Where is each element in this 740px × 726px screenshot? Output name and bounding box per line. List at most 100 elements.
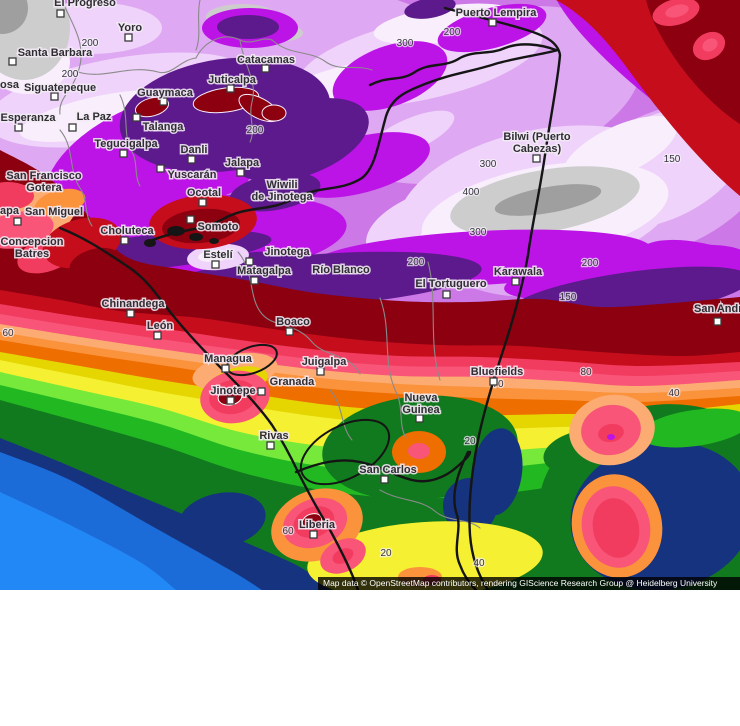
city-marker (56, 9, 65, 18)
city-label-group: Choluteca (99, 224, 156, 245)
city-markers: El Progreso Yoro Santa Barbara Catacamas Jut… (0, 0, 740, 539)
city-label: Gotera (26, 182, 62, 194)
city-marker (50, 92, 59, 101)
city-label: Matagalpa (237, 265, 292, 277)
city-marker (236, 168, 245, 177)
city-label: San Francisco (6, 170, 81, 182)
city-label: Chinandega (102, 298, 166, 310)
city-label-group: Boaco (275, 315, 312, 336)
city-marker (266, 441, 275, 450)
contour-label: 300 (480, 159, 497, 170)
city-label-group: Río Blanco (311, 263, 372, 278)
contour-label: 20 (464, 436, 476, 447)
city-label: Granada (270, 376, 316, 388)
city-marker (120, 236, 129, 245)
city-label: Talanga (143, 121, 185, 133)
city-label: Catacamas (237, 54, 295, 66)
city-label: Guinea (402, 404, 440, 416)
city-label: El Progreso (54, 0, 116, 9)
contour-label: 60 (282, 526, 294, 537)
city-label-group: apa (0, 204, 21, 219)
city-label-group: Somoto (186, 215, 240, 235)
contour-label: 40 (473, 558, 485, 569)
city-marker (285, 327, 294, 336)
city-label: Bluefields (471, 366, 524, 378)
city-label-group: Yoro (116, 21, 144, 42)
city-label-group: Danli (179, 143, 209, 164)
city-label-group: El Tortuguero (414, 277, 488, 299)
city-label-group: Managua (203, 352, 254, 373)
city-label-group: Siguatepeque (22, 81, 98, 101)
city-marker (211, 260, 220, 269)
city-marker (14, 123, 23, 132)
city-label-group: Jalapa (223, 156, 262, 177)
city-label: El Tortuguero (415, 278, 487, 290)
city-marker (124, 33, 133, 42)
contour-label: 200 (408, 257, 425, 268)
city-label: Siguatepeque (24, 82, 96, 94)
contour-label: 200 (62, 69, 79, 80)
city-label-group: Ocotal (185, 186, 223, 207)
city-label-group: San Miguel (13, 205, 85, 226)
city-label-group: Granada (257, 375, 317, 396)
city-marker (198, 198, 207, 207)
city-marker (532, 154, 541, 163)
city-label-group: Karawala (492, 265, 545, 286)
city-label: Boaco (276, 316, 310, 328)
contour-label: 400 (463, 187, 480, 198)
city-marker (245, 257, 254, 266)
city-label: de Jinotega (251, 191, 313, 203)
contour-label: 300 (397, 38, 414, 49)
city-label: Yuscarán (168, 169, 217, 181)
city-marker (126, 309, 135, 318)
precipitation-map[interactable]: 300 200 200 200 200 300 400 300 200 200 150 150 80 60… (0, 0, 740, 590)
city-label: Somoto (198, 221, 239, 233)
city-marker (226, 396, 235, 405)
city-label: Río Blanco (312, 264, 370, 276)
city-marker (119, 149, 128, 158)
city-label-group: Jinotepe (209, 384, 257, 405)
city-label: San Carlos (359, 464, 416, 476)
contour-label: 200 (582, 258, 599, 269)
city-label: Juigalpa (302, 356, 348, 368)
contour-labels: 300 200 200 200 200 300 400 300 200 200 150 150 80 60… (1, 26, 682, 571)
city-label: Puerto Lempira (456, 7, 538, 19)
city-marker (713, 317, 722, 326)
city-marker (153, 331, 162, 340)
contour-label: 200 (444, 27, 461, 38)
city-label-group: osa (0, 78, 21, 93)
city-label: Bilwi (Puerto (503, 131, 571, 143)
city-marker (13, 217, 22, 226)
city-marker (68, 123, 77, 132)
city-label-group: Santa Barbara (8, 46, 95, 66)
city-label: Esperanza (0, 112, 56, 124)
city-label: Liberia (299, 519, 336, 531)
city-label: León (147, 320, 174, 332)
city-label-group: Juticalpa (207, 73, 258, 93)
city-label-group: Rivas (258, 429, 290, 450)
city-label: Jinotega (264, 246, 310, 258)
contour-label: 150 (664, 154, 681, 165)
contour-label: 80 (580, 367, 592, 378)
contour-label: 150 (560, 292, 577, 303)
city-marker (380, 475, 389, 484)
city-marker (159, 97, 168, 106)
contour-label: 200 (247, 125, 264, 136)
map-attribution[interactable]: Map data © OpenStreetMap contributors, r… (318, 577, 740, 590)
city-marker (442, 290, 451, 299)
city-label: Juticalpa (208, 74, 257, 86)
city-label-group: Jinotega (245, 245, 312, 266)
city-label: Concepcion (1, 236, 64, 248)
city-label-group: San Andrés (693, 302, 740, 326)
city-label: Jinotepe (210, 385, 255, 397)
city-label: Nueva (404, 392, 438, 404)
city-label: Estelí (203, 249, 233, 261)
city-label-group: Chinandega (100, 297, 167, 318)
city-marker (226, 84, 235, 93)
city-label: apa (0, 205, 20, 217)
city-label: Guaymaca (137, 87, 194, 99)
